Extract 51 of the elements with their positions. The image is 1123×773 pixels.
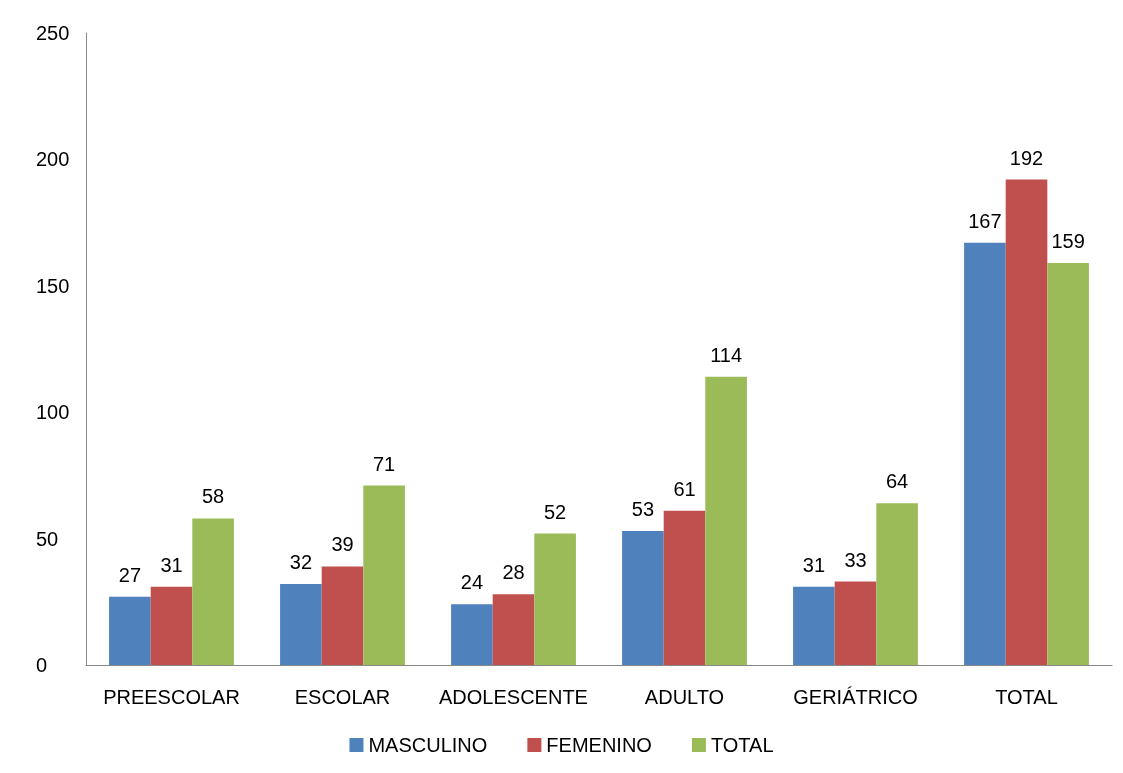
data-label: 71 (372, 452, 396, 475)
bar (793, 586, 835, 665)
bar (1047, 263, 1089, 665)
bar (492, 594, 535, 665)
legend-label: TOTAL (710, 734, 774, 756)
data-label: 28 (502, 561, 525, 584)
bar (192, 518, 234, 665)
bar (109, 596, 151, 665)
bar (321, 566, 364, 665)
bar (280, 584, 322, 665)
x-tick-label: TOTAL (995, 686, 1058, 708)
y-tick-label: 250 (36, 22, 70, 44)
bar (705, 376, 747, 665)
data-label: 39 (331, 533, 354, 556)
data-label: 64 (885, 470, 909, 493)
bar (964, 242, 1006, 665)
data-label: 167 (968, 209, 1002, 232)
bar (663, 510, 706, 665)
data-label: 31 (160, 553, 183, 576)
data-label: 33 (844, 548, 867, 571)
data-label: 32 (289, 551, 313, 574)
x-tick-label: PREESCOLAR (103, 686, 240, 708)
data-label: 159 (1051, 230, 1085, 253)
bar (834, 581, 877, 665)
data-label: 114 (710, 343, 743, 366)
data-label: 27 (118, 563, 142, 586)
y-tick-label: 100 (36, 401, 70, 424)
bar (150, 586, 193, 665)
x-tick-label: ESCOLAR (294, 686, 391, 708)
data-label: 61 (673, 477, 696, 500)
legend-label: MASCULINO (368, 734, 488, 756)
y-tick-label: 150 (36, 274, 70, 297)
data-label: 24 (460, 571, 484, 594)
x-tick-label: GERIÁTRICO (793, 686, 918, 708)
data-label: 31 (802, 553, 826, 576)
data-label: 52 (543, 500, 567, 523)
bar (876, 503, 918, 665)
x-tick-label: ADOLESCENTE (439, 686, 588, 708)
bar (363, 485, 405, 665)
bar (534, 533, 576, 665)
bar (1005, 179, 1048, 665)
y-tick-label: 0 (36, 654, 48, 676)
bar (451, 604, 493, 665)
y-tick-label: 200 (36, 148, 70, 171)
y-tick-label: 50 (36, 527, 59, 550)
x-tick-label: ADULTO (644, 686, 725, 708)
data-label: 192 (1009, 146, 1044, 169)
bar (622, 531, 664, 665)
data-label: 58 (201, 485, 225, 508)
legend-label: FEMENINO (546, 734, 652, 756)
data-label: 53 (631, 498, 655, 521)
